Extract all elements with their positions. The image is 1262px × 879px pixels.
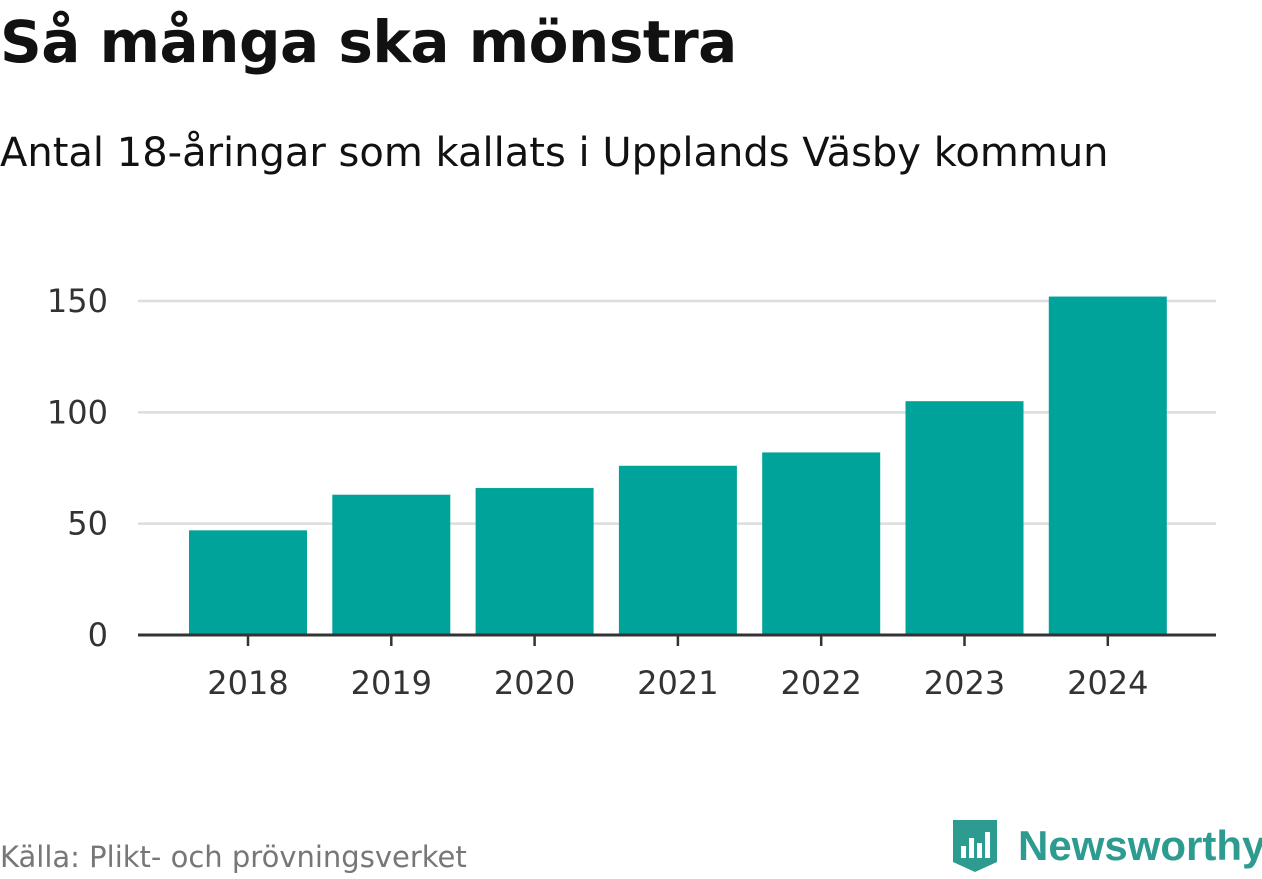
bar [1048, 296, 1167, 635]
chart-subtitle: Antal 18-åringar som kallats i Upplands … [0, 130, 1109, 176]
bar [905, 401, 1024, 635]
x-tick-label: 2021 [637, 664, 718, 702]
bar [618, 465, 737, 635]
brand-name: Newsworthy [1018, 822, 1262, 869]
x-tick-label: 2023 [924, 664, 1005, 702]
y-tick-label: 100 [47, 393, 108, 431]
chart-title: Så många ska mönstra [0, 8, 737, 76]
bar [332, 494, 451, 635]
brand-logo: Newsworthy [950, 818, 1262, 874]
y-tick-label: 150 [47, 282, 108, 320]
x-tick-label: 2019 [351, 664, 432, 702]
x-tick-label: 2018 [207, 664, 288, 702]
bar [762, 452, 881, 635]
bar [475, 488, 594, 635]
newsworthy-logo-icon [953, 820, 997, 872]
x-tick-label: 2024 [1067, 664, 1148, 702]
y-tick-label: 50 [67, 505, 108, 543]
bar [189, 530, 307, 635]
x-tick-label: 2022 [780, 664, 861, 702]
y-tick-label: 0 [88, 616, 108, 654]
source-note: Källa: Plikt- och prövningsverket [0, 840, 467, 874]
x-tick-label: 2020 [494, 664, 575, 702]
